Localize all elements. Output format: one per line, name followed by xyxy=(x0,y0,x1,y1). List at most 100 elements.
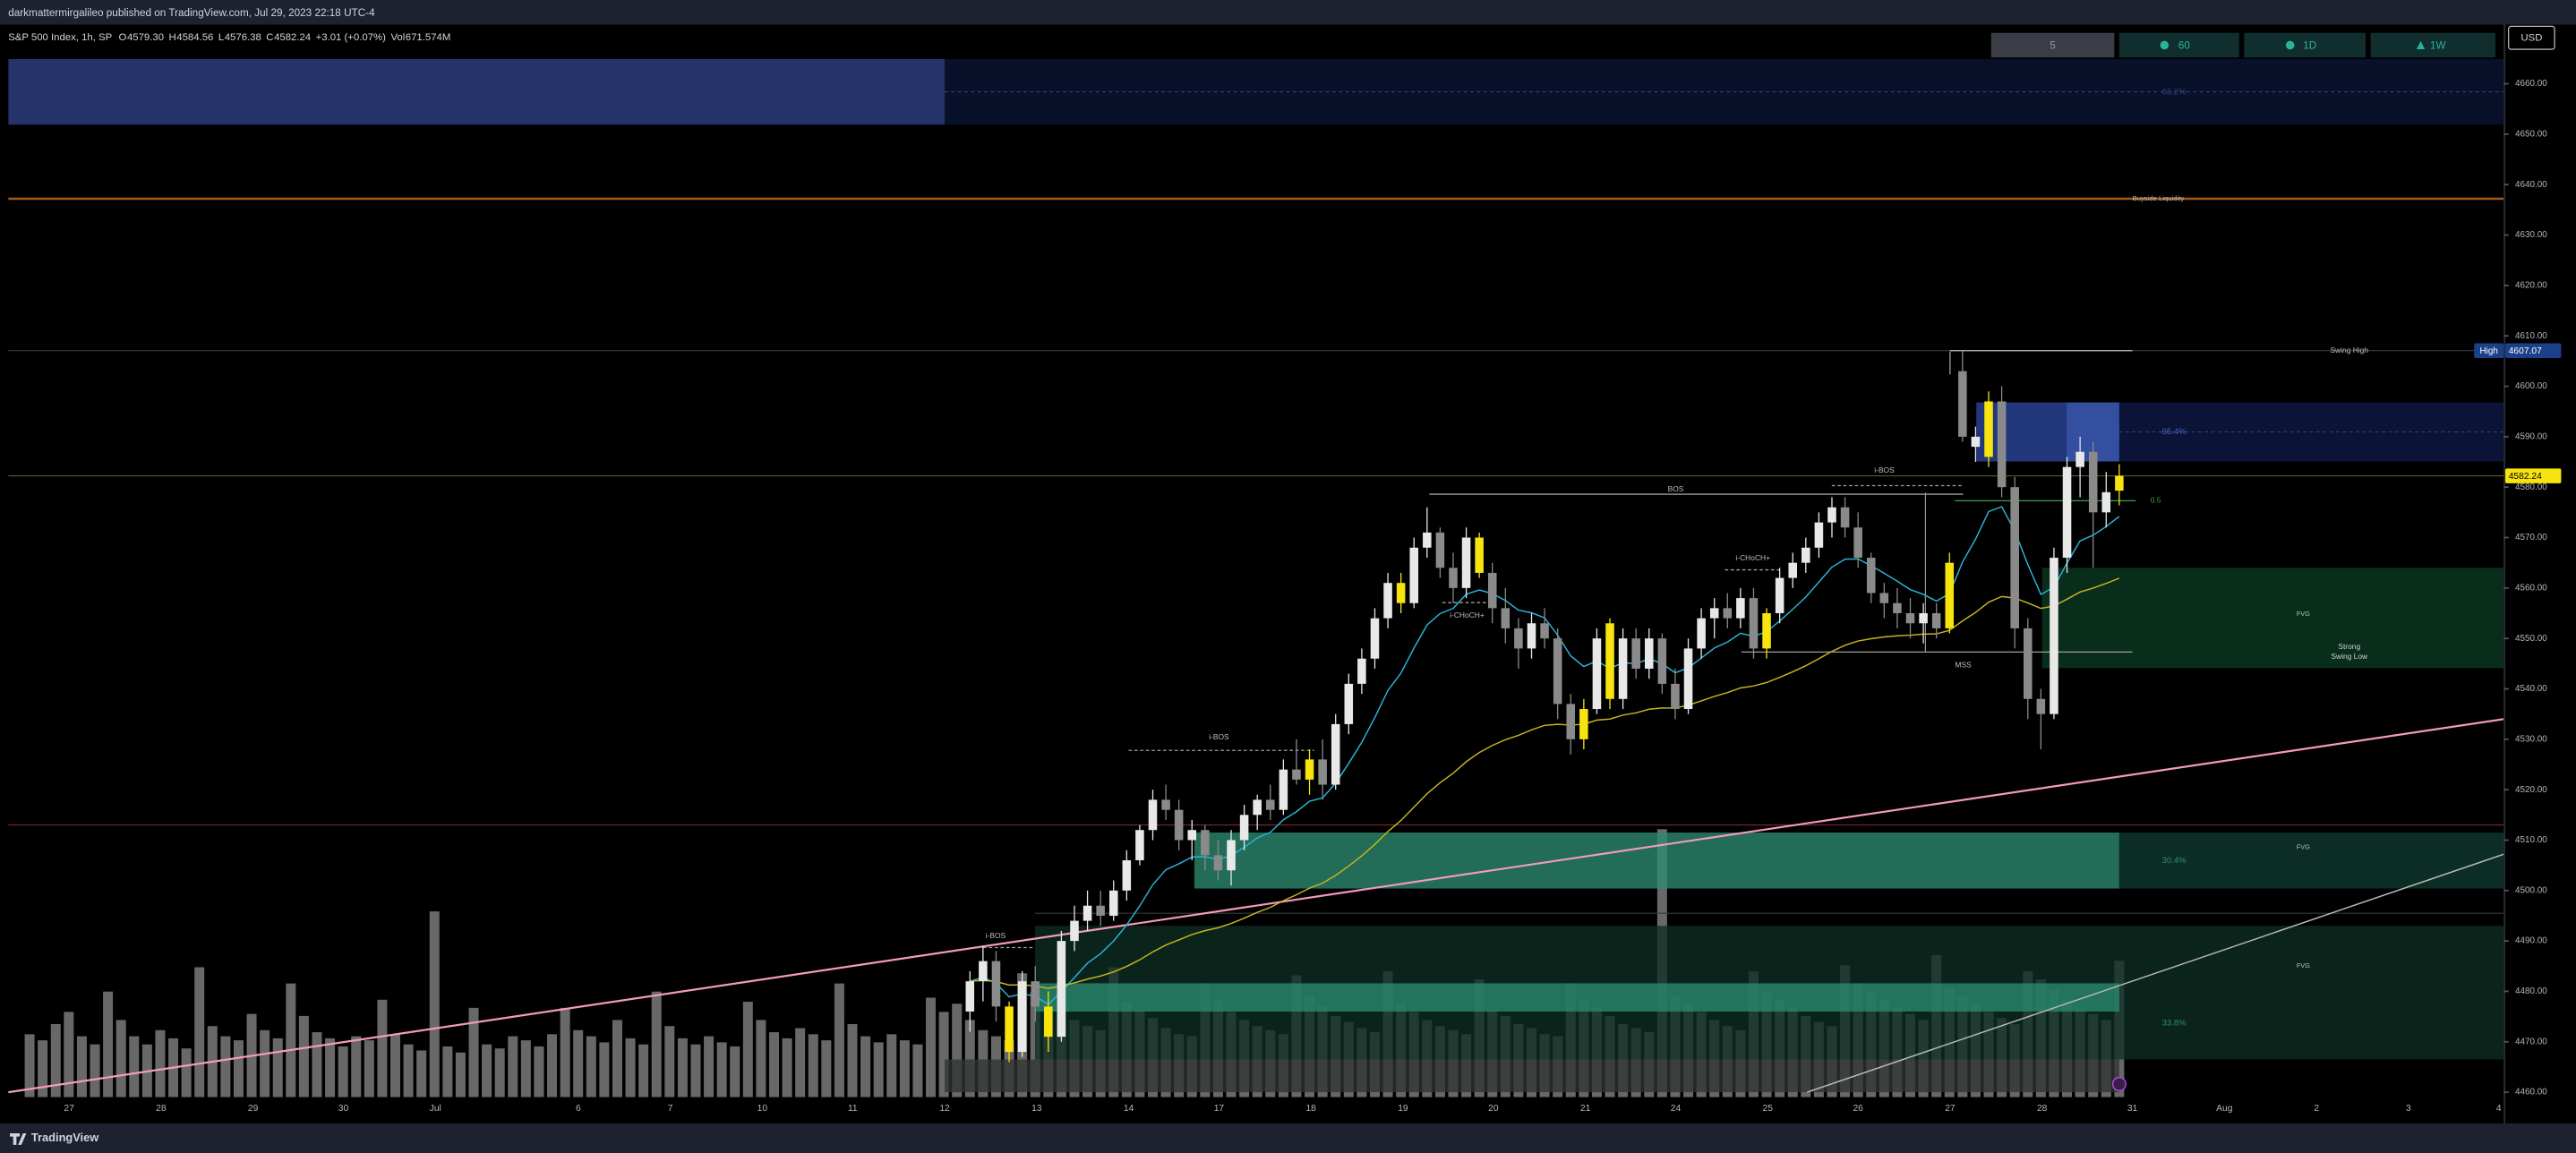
candle-body xyxy=(1631,638,1640,669)
x-tick-label: 3 xyxy=(2406,1104,2411,1114)
volume-bar xyxy=(860,1036,871,1097)
structure-label: Swing High xyxy=(2330,346,2368,354)
price-tag-value: 4607.07 xyxy=(2509,346,2542,356)
candle-body xyxy=(1919,613,1928,624)
candle-body xyxy=(1553,638,1562,705)
y-tick-label: 4490.00 xyxy=(2515,936,2547,946)
top-strip xyxy=(0,0,2576,25)
x-tick-label: 11 xyxy=(848,1104,858,1114)
x-tick-label: 10 xyxy=(757,1104,768,1114)
zone xyxy=(2041,568,2504,669)
interval-dot xyxy=(2160,40,2169,50)
legend-key: C xyxy=(266,32,273,43)
annotation: 33.8% xyxy=(2162,1019,2187,1029)
volume-bar xyxy=(482,1044,492,1097)
candle-body xyxy=(2088,451,2098,513)
candle-body xyxy=(1814,522,1824,548)
volume-bar xyxy=(338,1046,348,1097)
x-tick-label: 2 xyxy=(2314,1104,2319,1114)
currency-button[interactable]: USD xyxy=(2508,25,2555,50)
x-tick-label: 13 xyxy=(1031,1104,1042,1114)
candle-body xyxy=(1187,830,1197,841)
interval-button[interactable]: 1W xyxy=(2370,32,2496,58)
interval-button[interactable]: 60 xyxy=(2118,32,2239,58)
x-tick-label: 29 xyxy=(248,1104,259,1114)
y-tick-label: 4510.00 xyxy=(2515,835,2547,845)
x-tick-label: 31 xyxy=(2127,1104,2138,1114)
candle-body xyxy=(1605,623,1614,699)
candle-body xyxy=(1879,593,1889,603)
symbol: S&P 500 Index, 1h, SP xyxy=(8,32,112,43)
volume-bar xyxy=(677,1038,688,1097)
price-tag xyxy=(2505,468,2562,483)
candle-body xyxy=(1487,572,1497,609)
x-tick-label: 14 xyxy=(1124,1104,1134,1114)
legend-value: 4584.56 xyxy=(176,32,213,43)
volume-bar xyxy=(756,1020,766,1097)
volume-bar xyxy=(38,1040,48,1097)
candle-body xyxy=(1279,769,1288,810)
y-tick-label: 4530.00 xyxy=(2515,734,2547,744)
volume-bar xyxy=(612,1020,622,1097)
volume-bar xyxy=(403,1044,414,1097)
structure-label: i-CHoCH+ xyxy=(1450,611,1485,619)
structure-label: 0.5 xyxy=(2151,496,2161,505)
x-tick-label: 12 xyxy=(939,1104,950,1114)
candle-body xyxy=(1514,628,1523,649)
candle-body xyxy=(1762,613,1771,649)
candle-body xyxy=(1148,799,1158,831)
price-tag-label-box xyxy=(2474,343,2504,358)
interval-label: 1D xyxy=(2303,39,2316,51)
annotation: FVG xyxy=(2297,610,2310,618)
volume-bar xyxy=(768,1032,780,1097)
interval-button[interactable]: 5 xyxy=(1990,32,2115,58)
zone xyxy=(1194,833,2119,889)
volume-bar xyxy=(508,1036,518,1097)
volume-bar xyxy=(952,1004,963,1097)
volume-bar xyxy=(194,967,205,1097)
volume-bar xyxy=(926,997,937,1097)
volume-bar xyxy=(64,1012,74,1097)
candle-body xyxy=(1031,981,1040,1007)
currency-label: USD xyxy=(2520,33,2542,44)
candle-body xyxy=(1697,618,1706,649)
y-tick-label: 4480.00 xyxy=(2515,986,2547,996)
zone xyxy=(8,58,946,125)
volume-bar xyxy=(599,1042,610,1097)
volume-bar xyxy=(351,1036,362,1097)
volume-bar xyxy=(233,1040,244,1097)
volume-bar xyxy=(821,1040,832,1097)
trendline xyxy=(8,718,2504,1094)
candle-body xyxy=(991,961,1001,1007)
x-tick-label: 25 xyxy=(1763,1104,1774,1114)
candle-body xyxy=(979,961,988,982)
candle-body xyxy=(965,981,975,1012)
volume-bar xyxy=(586,1036,596,1097)
candle-body xyxy=(1840,507,1850,528)
volume-bar xyxy=(364,1040,374,1097)
brand: TradingView xyxy=(31,1131,98,1144)
volume-bar xyxy=(312,1032,322,1097)
candle-body xyxy=(1905,613,1915,624)
trendline xyxy=(1807,853,2504,1093)
interval-button[interactable]: 1D xyxy=(2244,32,2366,58)
candle-body xyxy=(1788,562,1797,578)
publisher-line: darkmattermirgalileo published on Tradin… xyxy=(8,7,375,19)
x-tick-label: 20 xyxy=(1488,1104,1499,1114)
candle-body xyxy=(1331,723,1340,785)
annotation: Strong xyxy=(2338,642,2360,651)
candle-body xyxy=(1683,648,1693,710)
annotation: FVG xyxy=(2297,843,2310,851)
candle-body xyxy=(1083,905,1092,921)
volume-bar xyxy=(886,1034,897,1097)
candle-body xyxy=(1475,537,1484,573)
x-tick-label: 24 xyxy=(1671,1104,1682,1114)
candle-body xyxy=(1997,401,2007,488)
candle-body xyxy=(1971,436,1981,448)
price-tag-label: High xyxy=(2480,346,2498,356)
candle-body xyxy=(1775,577,1784,614)
candle-body xyxy=(1449,568,1458,588)
zone xyxy=(945,1059,2119,1093)
interval-arrow xyxy=(2416,40,2426,50)
volume-bar xyxy=(704,1036,715,1097)
